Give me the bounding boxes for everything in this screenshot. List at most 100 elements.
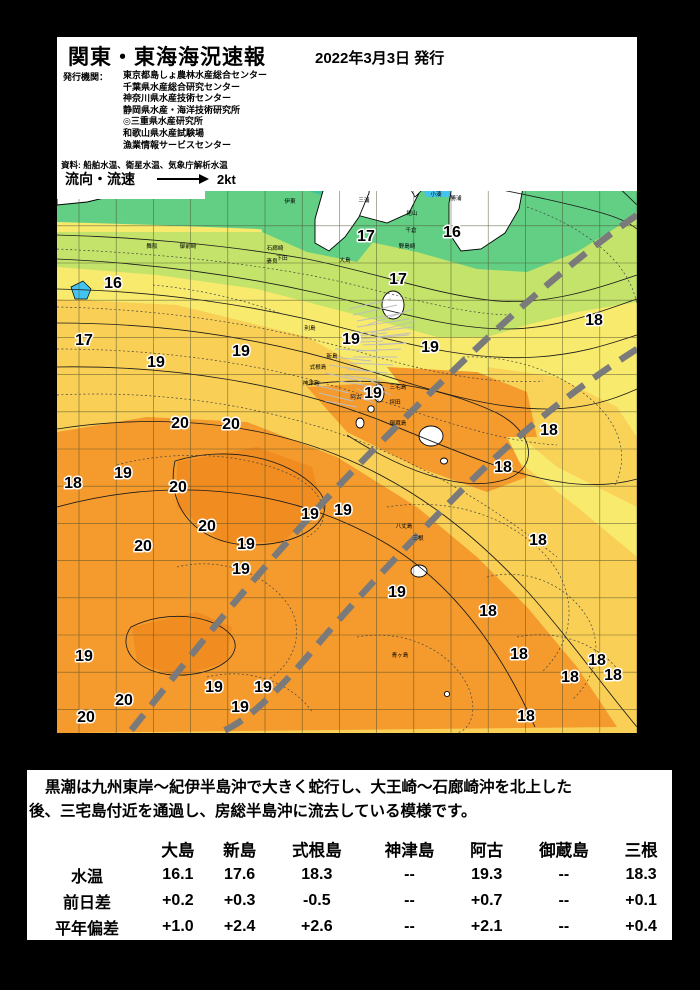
contour-label: 17 <box>75 332 93 349</box>
station-header: 三根 <box>624 842 658 860</box>
legend-label: 流向・流速 <box>65 171 135 187</box>
place-label: 大島 <box>339 256 351 264</box>
table-cell: +0.1 <box>625 892 657 909</box>
place-label: 伊東 <box>284 197 296 205</box>
table-cell: +2.6 <box>301 918 333 935</box>
contour-label: 18 <box>510 646 528 663</box>
organization-item: 静岡県水産・海洋技術研究所 <box>123 104 241 115</box>
contour-label: 19 <box>421 339 439 356</box>
contour-label: 18 <box>479 603 497 620</box>
contour-label: 19 <box>364 385 382 402</box>
contour-label: 19 <box>342 331 360 348</box>
organization-item: 漁業情報サービスセンター <box>123 139 232 150</box>
place-label: 式根島 <box>310 363 327 371</box>
organization-list: 東京都島しょ農林水産総合センター 千葉県水産総合研究センター 神奈川県水産技術セ… <box>123 70 267 151</box>
table-cell: -- <box>558 866 570 883</box>
place-label: 坪田 <box>389 398 401 406</box>
station-temperature-table: 大島 新島 式根島 神津島 阿古 御蔵島 三根 水温 16.1 17.6 18.3 -- 19.3 --… <box>27 836 672 940</box>
table-cell: -- <box>404 892 415 909</box>
contour-label: 19 <box>232 561 250 578</box>
table-cell: +1.0 <box>162 918 194 935</box>
contour-label: 18 <box>517 708 535 725</box>
table-cell: -- <box>404 918 415 935</box>
table-row: 平年偏差 +1.0 +2.4 +2.6 -- +2.1 -- +0.4 <box>27 914 672 940</box>
place-label: 石廊崎 <box>267 244 284 252</box>
contour-label: 20 <box>115 692 133 709</box>
contour-label: 19 <box>301 506 319 523</box>
place-label: 勝浦 <box>450 194 462 202</box>
table-cell: -- <box>558 892 570 909</box>
contour-label: 18 <box>494 459 512 476</box>
contour-label: 17 <box>357 228 375 245</box>
table-header-row: 大島 新島 式根島 神津島 阿古 御蔵島 三根 <box>27 836 672 862</box>
organization-item: ◎三重県水産研究所 <box>123 116 203 127</box>
place-label: 三宅島 <box>390 383 407 391</box>
contour-label: 19 <box>147 354 165 371</box>
station-header: 御蔵島 <box>539 842 589 860</box>
place-label: 利島 <box>304 324 316 332</box>
table-cell: +0.2 <box>162 892 194 909</box>
row-label: 平年偏差 <box>54 921 119 938</box>
contour-label: 20 <box>171 415 189 432</box>
organization-item: 和歌山県水産試験場 <box>123 127 205 138</box>
row-label: 前日差 <box>62 895 111 912</box>
table-cell: +0.7 <box>470 892 503 909</box>
contour-label: 20 <box>134 538 152 555</box>
contour-label: 18 <box>64 475 82 492</box>
contour-label: 18 <box>529 532 547 549</box>
organization-item: 東京都島しょ農林水産総合センター <box>123 70 268 80</box>
contour-label: 18 <box>604 667 622 684</box>
place-label: 三根 <box>412 534 424 542</box>
place-label: 神津島 <box>303 379 320 387</box>
table-cell: 19.3 <box>471 866 503 883</box>
table-cell: -0.5 <box>303 892 331 909</box>
table-row: 水温 16.1 17.6 18.3 -- 19.3 -- 18.3 <box>27 862 672 888</box>
table-cell: -- <box>558 918 570 935</box>
contour-label: 19 <box>232 343 250 360</box>
row-label: 水温 <box>70 869 103 886</box>
contour-label: 19 <box>231 699 249 716</box>
contour-label: 19 <box>205 679 223 696</box>
contour-label: 18 <box>588 652 606 669</box>
station-header: 神津島 <box>384 842 435 860</box>
table-cell: +0.3 <box>223 892 256 909</box>
contour-label: 19 <box>388 584 406 601</box>
data-source-label: 資料: 船舶水温、衛星水温、気象庁解析水温 <box>61 160 228 170</box>
kuroshio-axis <box>126 212 637 733</box>
summary-panel: 黒潮は九州東岸〜紀伊半島沖で大きく蛇行し、大王崎〜石廊崎沖を北上した 後、三宅島… <box>27 770 672 940</box>
place-label: 館山 <box>406 209 417 217</box>
place-label: 妻良 <box>266 257 278 265</box>
contour-label: 20 <box>169 479 187 496</box>
contour-label: 18 <box>561 669 579 686</box>
summary-line: 黒潮は九州東岸〜紀伊半島沖で大きく蛇行し、大王崎〜石廊崎沖を北上した <box>45 779 573 796</box>
table-cell: -- <box>404 866 415 883</box>
place-label: 八丈島 <box>396 522 413 530</box>
station-header: 式根島 <box>292 842 342 860</box>
place-label: 千倉 <box>405 226 417 234</box>
organization-label: 発行機関： <box>63 72 109 82</box>
table-cell: +2.1 <box>470 918 503 935</box>
arrow-icon <box>157 173 211 185</box>
organization-item: 神奈川県水産技術センター <box>123 93 232 104</box>
summary-line: 後、三宅島付近を通過し、房総半島沖に流去している模様です。 <box>29 803 477 820</box>
contour-label: 19 <box>75 648 93 665</box>
station-header: 新島 <box>223 842 257 860</box>
summary-text: 黒潮は九州東岸〜紀伊半島沖で大きく蛇行し、大王崎〜石廊崎沖を北上した 後、三宅島… <box>27 776 672 824</box>
place-label: 野島崎 <box>399 242 416 250</box>
station-header: 阿古 <box>470 842 504 860</box>
contour-label: 20 <box>222 416 240 433</box>
half-degree-contours <box>57 206 637 733</box>
table-cell: 18.3 <box>625 866 657 883</box>
table-cell: +2.4 <box>223 918 256 935</box>
table-row: 前日差 +0.2 +0.3 -0.5 -- +0.7 -- +0.1 <box>27 888 672 914</box>
organization-item: 千葉県水産総合研究センター <box>123 81 241 92</box>
station-header: 大島 <box>161 842 195 860</box>
current-vectors <box>314 298 416 408</box>
place-label: 御前崎 <box>180 242 197 250</box>
place-label: 青ヶ島 <box>392 651 409 659</box>
contour-label: 17 <box>389 271 407 288</box>
contour-label: 19 <box>237 536 255 553</box>
table-cell: 17.6 <box>224 866 256 883</box>
contour-label: 20 <box>77 709 95 726</box>
contour-label: 19 <box>254 679 272 696</box>
